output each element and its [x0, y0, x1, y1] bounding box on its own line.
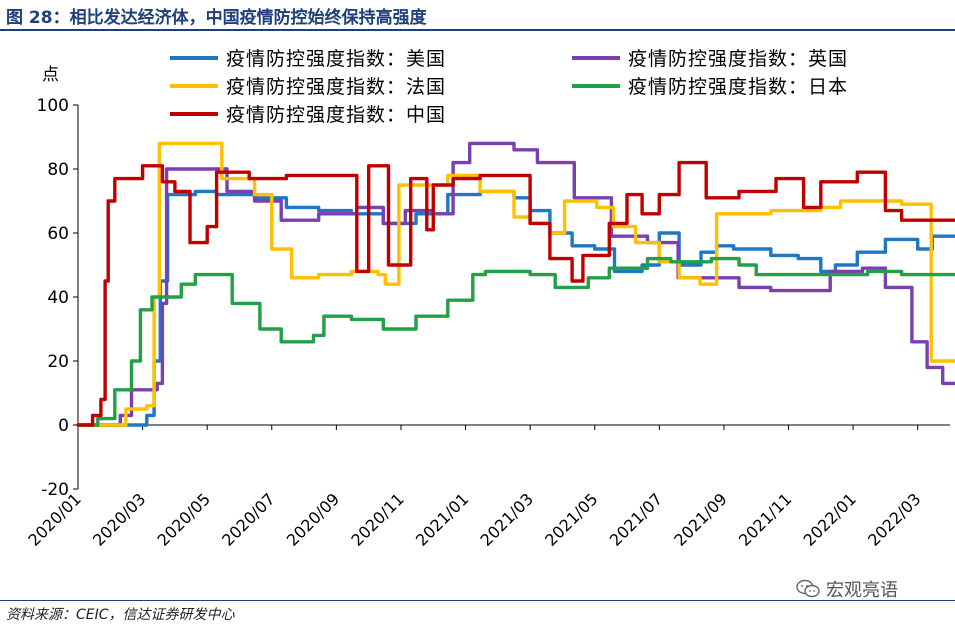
- legend-label: 疫情防控强度指数：日本: [628, 76, 848, 98]
- x-tick-label: 2021/05: [541, 489, 601, 549]
- series-line-2: [76, 141, 955, 427]
- series-line-4: [76, 256, 955, 427]
- x-tick-label: 2020/03: [89, 489, 149, 549]
- watermark-text: 宏观亮语: [826, 580, 898, 601]
- legend-label: 疫情防控强度指数：英国: [628, 48, 848, 70]
- legend-label: 疫情防控强度指数：法国: [226, 76, 446, 98]
- y-tick-label: 20: [47, 352, 69, 372]
- legend-label: 疫情防控强度指数：美国: [226, 48, 446, 70]
- x-tick-label: 2021/01: [412, 489, 472, 549]
- x-tick-label: 2021/11: [735, 489, 795, 549]
- x-tick-label: 2021/09: [670, 489, 730, 549]
- x-tick-label: 2020/09: [283, 489, 343, 549]
- wechat-icon: [796, 579, 820, 598]
- series-line-5: [76, 160, 955, 427]
- x-tick-label: 2022/03: [864, 489, 924, 549]
- series-layer: [76, 141, 955, 427]
- source-note: 资料来源：CEIC，信达证券研发中心: [6, 607, 235, 623]
- x-tick-label: 2020/07: [218, 489, 278, 549]
- figure-title: 图 28：相比发达经济体，中国疫情防控始终保持高强度: [6, 8, 427, 28]
- y-tick-label: 80: [47, 160, 69, 180]
- y-tick-label: 100: [37, 96, 69, 116]
- x-tick-label: 2022/01: [800, 489, 860, 549]
- source-divider: [0, 600, 955, 601]
- title-divider: [0, 29, 955, 31]
- x-tick-label: 2021/07: [606, 489, 666, 549]
- series-line-3: [76, 141, 955, 427]
- y-tick-label: 60: [47, 224, 69, 244]
- watermark: 宏观亮语: [796, 576, 898, 602]
- x-tick-label: 2020/11: [347, 489, 407, 549]
- x-tick-label: 2021/03: [477, 489, 537, 549]
- y-tick-label: -20: [41, 480, 69, 500]
- x-tick-label: 2020/05: [154, 489, 214, 549]
- legend-label: 疫情防控强度指数：中国: [226, 104, 446, 126]
- y-axis-label: 点: [42, 65, 59, 85]
- y-tick-label: 0: [58, 416, 69, 436]
- y-tick-label: 40: [47, 288, 69, 308]
